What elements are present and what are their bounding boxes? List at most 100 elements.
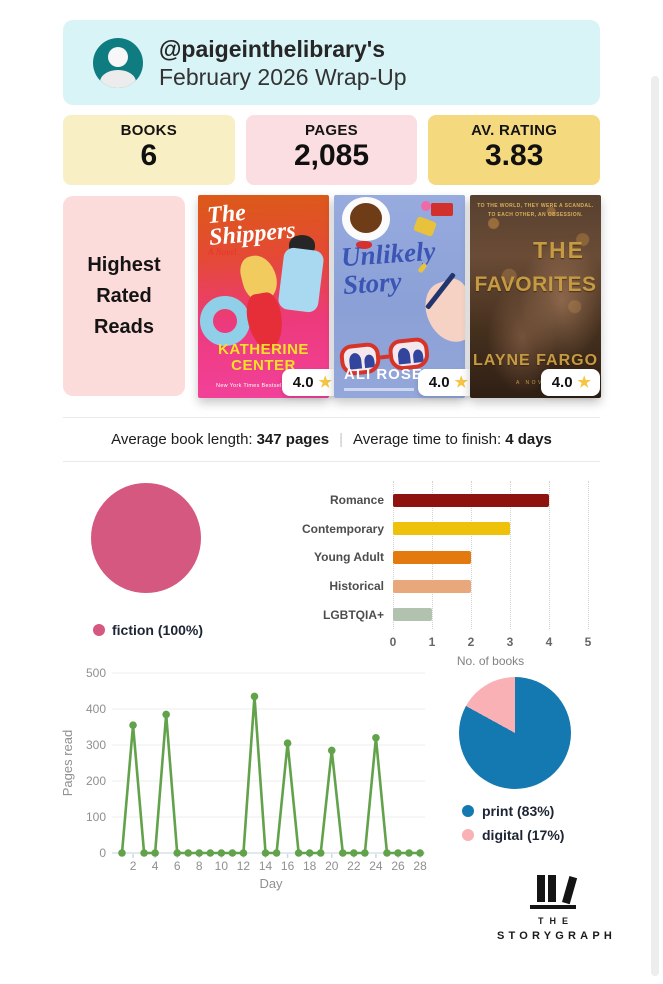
book-cover-the-favorites[interactable]: TO THE WORLD, THEY WERE A SCANDAL. TO EA… (470, 195, 601, 398)
legend-label: digital (17%) (482, 827, 565, 843)
svg-text:10: 10 (215, 859, 229, 873)
wrapup-title: February 2026 Wrap-Up (159, 63, 407, 90)
bar-category-label: Historical (329, 579, 384, 594)
bar-row: Young Adult (298, 543, 600, 572)
book-subtitle: A Novel (208, 247, 237, 257)
avg-length-label: Average book length: (111, 431, 253, 448)
fiction-legend: fiction (100%) (63, 622, 233, 638)
bar (393, 608, 432, 622)
svg-text:28: 28 (413, 859, 427, 873)
x-tick: 4 (545, 634, 553, 649)
stat-label: PAGES (305, 122, 358, 139)
bar-category-label: LGBTQIA+ (322, 607, 384, 622)
bar-row: Historical (298, 572, 600, 601)
stat-value: 2,085 (293, 139, 370, 172)
book-subtitle: A NOVEL (516, 380, 555, 386)
svg-text:2: 2 (130, 859, 137, 873)
star-icon: ★ (577, 374, 591, 391)
svg-text:Day: Day (259, 876, 283, 891)
legend-label: fiction (100%) (111, 622, 203, 638)
logo-word-storygraph: STORYGRAPH (497, 930, 617, 942)
couple-illustration (277, 246, 325, 314)
stat-label: AV. RATING (471, 122, 558, 139)
svg-text:14: 14 (259, 859, 273, 873)
pages-read-line-chart: 0 100 200 300 400 500 2 4 6 8 10 12 14 16 18 20 22 24 26 28… (60, 663, 435, 895)
highest-rated-heading: Highest Rated Reads (87, 253, 161, 338)
svg-text:18: 18 (303, 859, 317, 873)
life-ring-illustration (200, 296, 250, 346)
rating-badge: 4.0 ★ (417, 369, 477, 396)
x-axis-label: No. of books (456, 653, 525, 668)
genre-bar-chart: Romance Contemporary Young Adult Historical… (298, 481, 600, 668)
divider (63, 461, 600, 462)
svg-text:300: 300 (86, 738, 106, 752)
fiction-pie-chart (91, 483, 201, 593)
stat-value: 3.83 (484, 139, 544, 172)
svg-text:500: 500 (86, 666, 106, 680)
svg-text:400: 400 (86, 702, 106, 716)
book-author: ALI ROSEN (344, 366, 435, 383)
avg-finish-label: Average time to finish: (353, 431, 502, 448)
book-title: THE (533, 237, 585, 263)
stat-card-avg-rating: AV. RATING 3.83 (428, 115, 601, 185)
svg-text:12: 12 (237, 859, 251, 873)
format-pie-chart (459, 677, 571, 789)
x-tick: 3 (506, 634, 514, 649)
rating-value: 4.0 (551, 374, 573, 391)
highest-rated-heading-card: Highest Rated Reads (63, 196, 185, 396)
stats-row: BOOKS 6 PAGES 2,085 AV. RATING 3.83 (63, 115, 601, 185)
book-tagline: TO EACH OTHER, AN OBSESSION. (488, 211, 583, 218)
x-axis-ticks: 0 1 2 3 4 5 (389, 634, 592, 651)
svg-text:8: 8 (196, 859, 203, 873)
bar (393, 550, 471, 564)
books-on-shelf-icon (493, 872, 613, 905)
stat-card-books: BOOKS 6 (63, 115, 235, 185)
rating-value: 4.0 (292, 374, 314, 391)
book-cover-the-shippers[interactable]: The Shippers A Novel KATHERINE CENTER Ne… (198, 195, 341, 398)
svg-text:200: 200 (86, 774, 106, 788)
book-caption: New York Times Bestselling Author (216, 383, 311, 389)
svg-text:Pages read: Pages read (60, 730, 75, 797)
storygraph-logo: THE STORYGRAPH (493, 872, 613, 942)
x-tick: 1 (428, 634, 436, 649)
legend-label: print (83%) (482, 803, 555, 819)
svg-text:0: 0 (99, 846, 106, 860)
avatar-person-icon (108, 46, 128, 67)
averages-row: Average book length: 347 pages | Average… (63, 418, 600, 461)
bar-category-label: Young Adult (314, 550, 384, 565)
svg-text:24: 24 (369, 859, 383, 873)
x-tick: 0 (389, 634, 397, 649)
legend-dot (92, 624, 105, 636)
bar (393, 579, 471, 593)
rating-badge: 4.0 ★ (281, 369, 341, 396)
bar-category-label: Contemporary (301, 521, 384, 536)
x-tick: 2 (467, 634, 475, 649)
svg-text:16: 16 (281, 859, 295, 873)
svg-text:100: 100 (86, 810, 106, 824)
legend-row: digital (17%) (462, 823, 564, 847)
rating-badge: 4.0 ★ (540, 369, 600, 396)
book-title: FAVORITES (474, 273, 597, 296)
bar-row: LGBTQIA+ (298, 600, 600, 629)
scrollbar-thumb[interactable] (651, 76, 659, 976)
bar-row: Contemporary (298, 515, 600, 544)
star-icon: ★ (454, 374, 468, 391)
rating-value: 4.0 (428, 374, 450, 391)
header-card: @paigeinthelibrary's February 2026 Wrap-… (63, 20, 600, 105)
highest-rated-section: Highest Rated Reads The Shippers A Novel… (63, 195, 601, 398)
format-legend: print (83%) digital (17%) (462, 799, 564, 847)
bar-category-label: Romance (329, 493, 384, 508)
x-tick: 5 (584, 634, 592, 649)
book-cover-unlikely-story[interactable]: Unlikely Story ALI ROSEN 4.0 ★ (334, 195, 477, 398)
book-tagline: TO THE WORLD, THEY WERE A SCANDAL. (477, 203, 594, 209)
divider (63, 417, 600, 418)
svg-text:4: 4 (152, 859, 159, 873)
stat-label: BOOKS (120, 122, 178, 139)
bar-row: Romance (298, 486, 600, 515)
legend-row: print (83%) (462, 799, 564, 823)
book-author: KATHERINE CENTER (218, 340, 309, 374)
logo-word-the: THE (538, 916, 574, 926)
star-icon: ★ (318, 374, 332, 391)
legend-dot (462, 829, 474, 841)
book-author: LAYNE FARGO (472, 352, 599, 369)
